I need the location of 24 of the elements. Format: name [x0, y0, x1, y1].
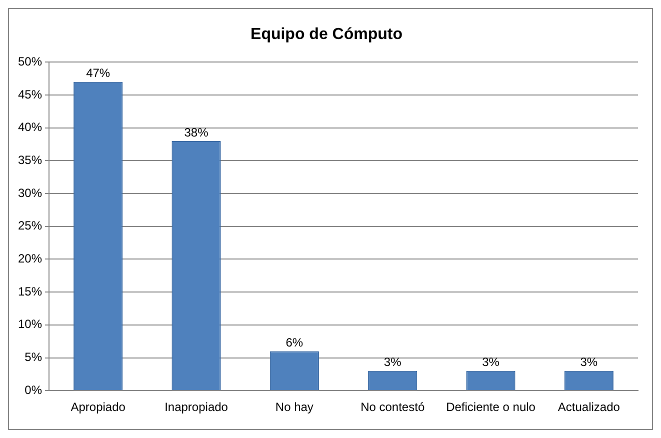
x-tick-label: Actualizado — [558, 400, 620, 414]
y-tick-label: 35% — [18, 153, 42, 168]
data-label: 3% — [580, 355, 598, 370]
y-tick-label: 5% — [24, 350, 42, 364]
x-tick-label: Inapropiado — [164, 400, 228, 414]
x-tick-label: Apropiado — [70, 400, 126, 414]
y-tick-label: 30% — [18, 186, 42, 200]
x-tick-label: No hay — [275, 400, 314, 414]
data-label: 3% — [482, 355, 500, 370]
y-tick-label: 25% — [18, 218, 42, 233]
y-tick-label: 45% — [18, 87, 42, 102]
chart-title: Equipo de Cómputo — [250, 26, 403, 44]
y-tick-label: 10% — [18, 317, 42, 332]
data-label: 38% — [184, 125, 209, 140]
y-tick-label: 15% — [18, 284, 42, 298]
y-tick-label: 40% — [18, 120, 42, 134]
x-tick-label: No contestó — [360, 400, 425, 414]
x-tick-label: Deficiente o nulo — [446, 400, 536, 414]
data-label: 3% — [384, 355, 402, 370]
y-tick-label: 20% — [18, 252, 42, 266]
y-tick-label: 50% — [18, 54, 42, 69]
data-label: 47% — [86, 66, 110, 80]
data-label: 6% — [286, 336, 304, 350]
y-tick-label: 0% — [24, 382, 42, 397]
